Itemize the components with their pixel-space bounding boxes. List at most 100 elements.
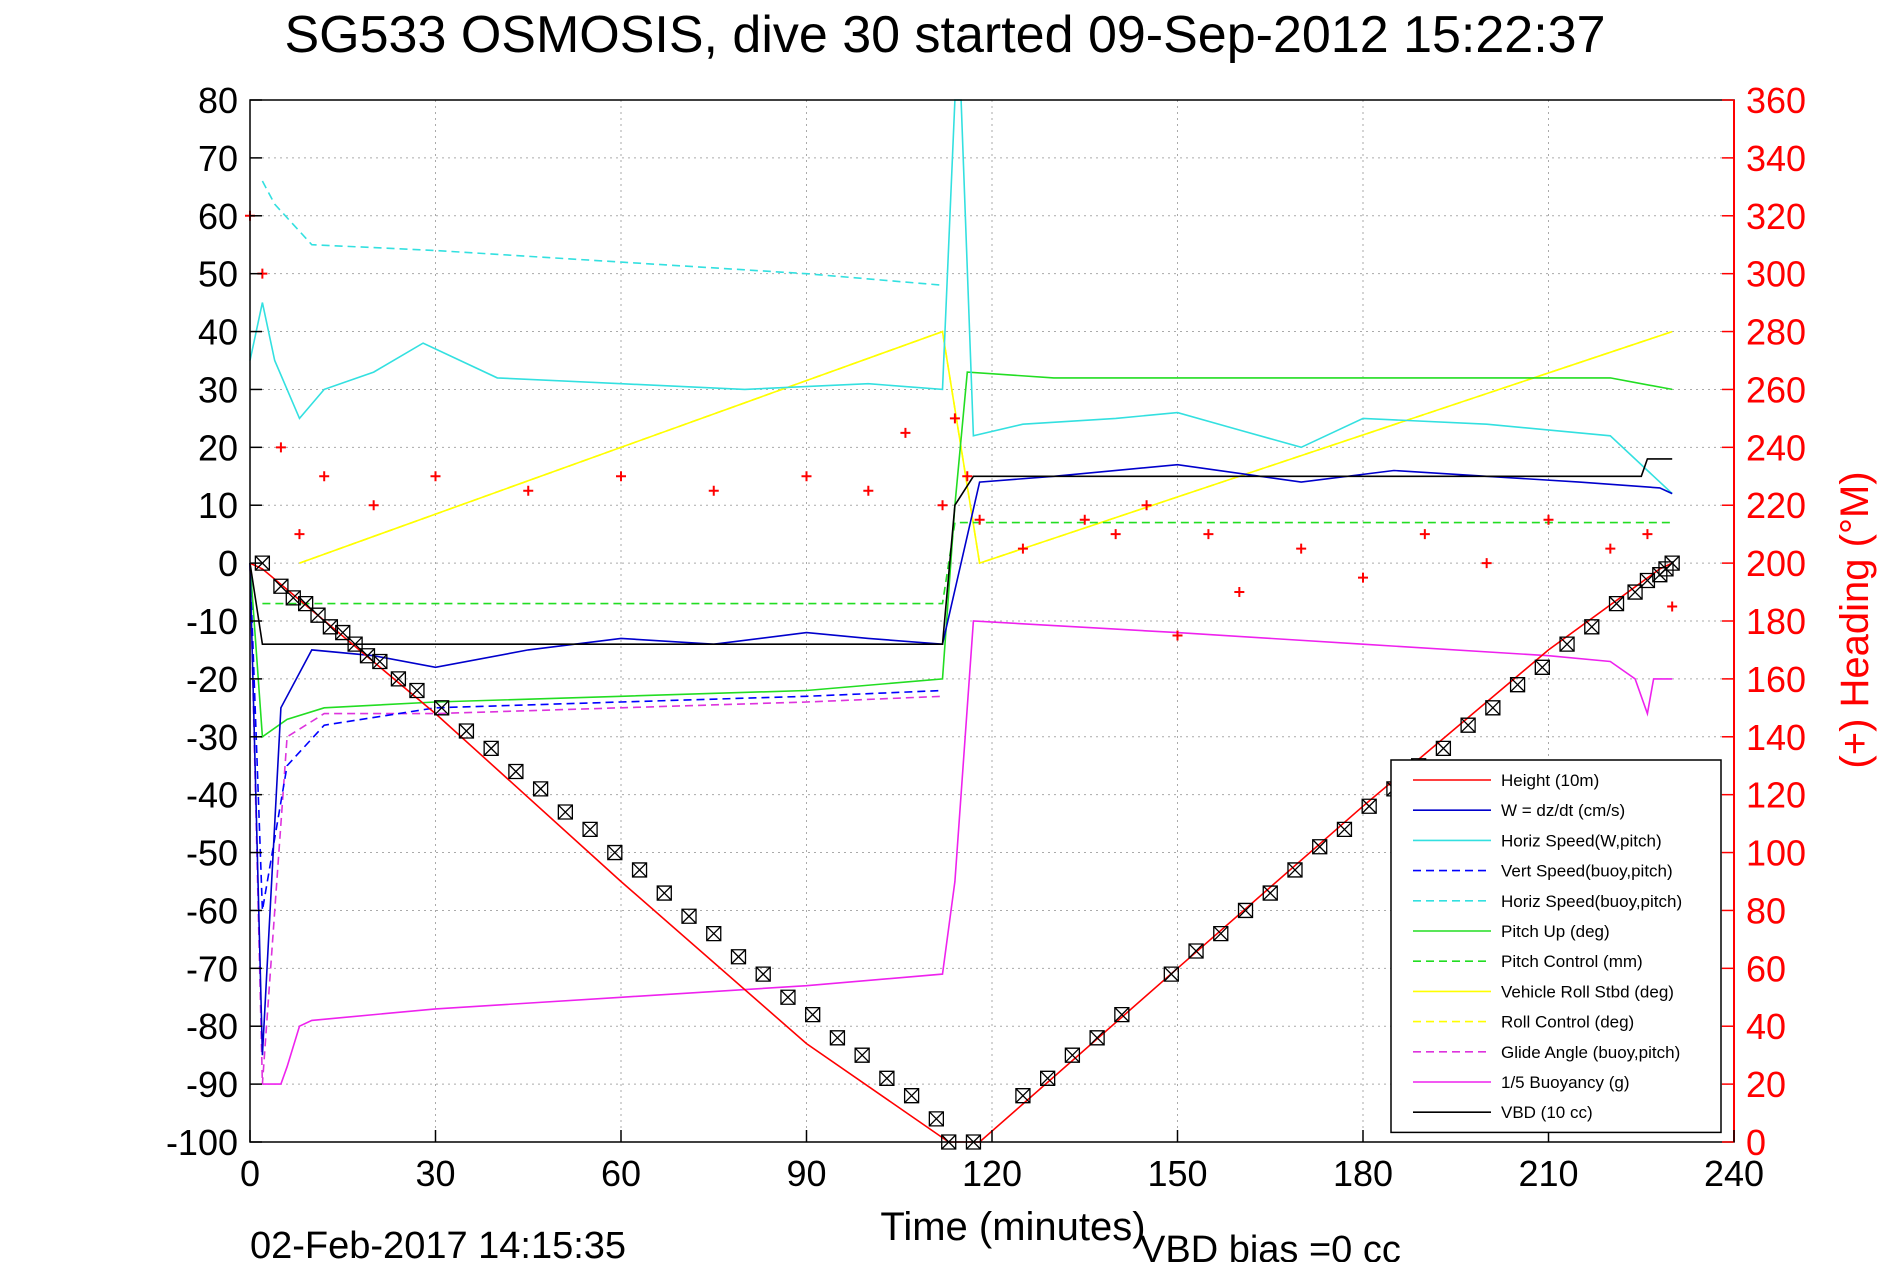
- heading-point: [1358, 572, 1368, 583]
- height-marker: [656, 885, 672, 901]
- height-marker: [390, 671, 407, 687]
- left-axis-ticks: 80 70 60 50 40 30 20 10 0 -10 -20 -30 -40 -50 -60 -70 -8…: [166, 80, 262, 1163]
- left-tick-label: -60: [186, 890, 238, 931]
- height-marker: [458, 723, 475, 739]
- height-marker: [1608, 595, 1625, 612]
- heading-point: [1017, 543, 1028, 554]
- height-marker: [532, 781, 549, 797]
- height-marker: [903, 1088, 920, 1104]
- left-tick-label: 10: [198, 485, 238, 526]
- height-marker: [285, 590, 301, 606]
- left-tick-label: -100: [166, 1122, 238, 1163]
- heading-point: [863, 485, 874, 496]
- right-axis-ticks: 3603403203002802602402202001801601401201…: [1722, 80, 1806, 1163]
- left-tick-label: -10: [186, 601, 238, 642]
- height-marker: [372, 653, 388, 670]
- left-tick-label: 50: [198, 254, 238, 295]
- series-line: [249, 99, 1673, 495]
- height-marker: [1664, 555, 1680, 571]
- height-marker: [928, 1111, 944, 1127]
- height-marker: [582, 821, 598, 838]
- height-marker: [557, 804, 573, 820]
- right-tick-label: 140: [1746, 717, 1806, 758]
- x-tick-label: 210: [1518, 1153, 1578, 1194]
- series-line: [262, 521, 1673, 605]
- right-tick-label: 40: [1746, 1006, 1786, 1047]
- left-tick-label: -70: [186, 948, 238, 989]
- heading-point: [949, 413, 960, 424]
- heading-point: [1296, 543, 1307, 554]
- heading-point: [294, 529, 305, 540]
- left-tick-label: -50: [186, 833, 238, 874]
- legend-label: Pitch Control (mm): [1501, 952, 1643, 971]
- height-marker: [1336, 821, 1353, 838]
- height-marker: [681, 908, 697, 924]
- height-marker: [1639, 572, 1656, 589]
- heading-point: [1605, 543, 1616, 554]
- legend-label: Horiz Speed(buoy,pitch): [1501, 892, 1682, 911]
- chart-legend: Height (10m) W = dz/dt (cm/s) Horiz Speed(…: [1390, 759, 1722, 1134]
- height-marker: [1213, 925, 1229, 942]
- series-line: [261, 180, 943, 286]
- x-tick-label: 90: [786, 1153, 826, 1194]
- right-tick-label: 220: [1746, 485, 1806, 526]
- height-marker: [1015, 1088, 1031, 1104]
- right-tick-label: 260: [1746, 369, 1806, 410]
- left-tick-label: -20: [186, 659, 238, 700]
- heading-point: [1419, 529, 1430, 540]
- x-tick-label: 0: [240, 1153, 260, 1194]
- right-tick-label: 20: [1746, 1064, 1786, 1105]
- series-line: [249, 563, 943, 1085]
- legend-label: Roll Control (deg): [1501, 1013, 1634, 1032]
- left-tick-label: 0: [218, 543, 238, 584]
- right-tick-label: 80: [1746, 890, 1786, 931]
- left-tick-label: 70: [198, 138, 238, 179]
- height-marker: [1460, 717, 1476, 733]
- heading-point: [962, 471, 973, 482]
- height-marker: [1163, 966, 1179, 982]
- left-tick-label: -30: [186, 717, 238, 758]
- height-marker: [1559, 636, 1575, 652]
- height-marker: [805, 1006, 821, 1023]
- legend-label: Vehicle Roll Stbd (deg): [1501, 982, 1674, 1001]
- heading-point: [708, 485, 719, 496]
- x-tick-label: 150: [1147, 1153, 1207, 1194]
- height-marker: [409, 682, 425, 699]
- legend-label: Horiz Speed(W,pitch): [1501, 831, 1662, 850]
- x-tick-label: 30: [415, 1153, 455, 1194]
- right-tick-label: 360: [1746, 80, 1806, 121]
- left-tick-label: 40: [198, 312, 238, 353]
- footer-vbd-bias: VBD bias =0 cc: [1140, 1229, 1401, 1262]
- height-marker: [1064, 1047, 1081, 1063]
- height-marker: [829, 1030, 846, 1046]
- height-marker: [1040, 1070, 1056, 1086]
- heading-point: [1642, 529, 1653, 540]
- left-tick-label: 60: [198, 196, 238, 237]
- height-marker: [1237, 902, 1254, 919]
- series-line: [299, 330, 1673, 565]
- height-marker: [730, 949, 747, 965]
- height-marker: [359, 648, 376, 664]
- y-axis-right-label: (+) Heading (°M): [1833, 471, 1877, 768]
- heading-point: [368, 500, 379, 511]
- heading-point: [1543, 514, 1554, 525]
- heading-point: [616, 471, 626, 482]
- legend-label: Glide Angle (buoy,pitch): [1501, 1043, 1680, 1062]
- height-marker: [1287, 862, 1303, 878]
- right-tick-label: 240: [1746, 427, 1806, 468]
- height-marker: [854, 1047, 870, 1063]
- height-marker: [1627, 584, 1643, 600]
- series-line: [249, 458, 1673, 646]
- height-marker: [1361, 798, 1377, 814]
- x-axis-ticks: 0 30 60 90 120 150 180 210 240: [240, 1130, 1764, 1194]
- legend-label: Pitch Up (deg): [1501, 922, 1610, 941]
- height-marker: [508, 763, 524, 780]
- height-marker: [706, 925, 722, 942]
- marker-layer: [254, 555, 1680, 1150]
- height-marker: [483, 740, 499, 757]
- heading-point: [1667, 601, 1678, 612]
- height-marker: [434, 700, 450, 716]
- height-marker: [1435, 740, 1452, 757]
- legend-label: Vert Speed(buoy,pitch): [1501, 862, 1673, 881]
- chart-title: SG533 OSMOSIS, dive 30 started 09-Sep-20…: [284, 6, 1605, 64]
